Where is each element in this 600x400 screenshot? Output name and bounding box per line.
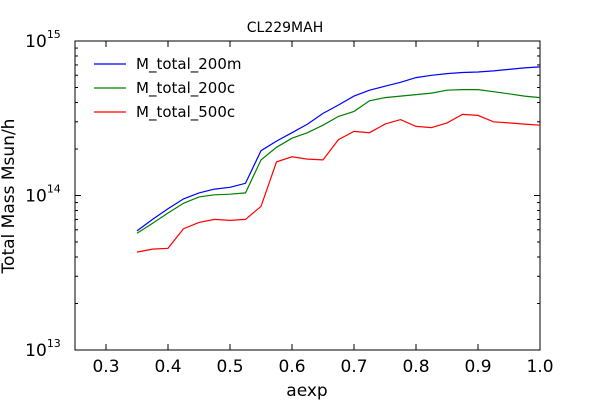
x-tick-label: 0.4 [154, 357, 181, 377]
plot-frame [74, 40, 541, 351]
y-tick-label: 1014 [25, 183, 61, 207]
series-line-M_total_500c [136, 113, 541, 253]
legend-label: M_total_200m [136, 55, 241, 74]
legend: M_total_200m M_total_200c M_total_500c [94, 55, 241, 122]
legend-label: M_total_200c [136, 79, 235, 98]
y-axis-label: Total Mass Msun/h [0, 119, 19, 275]
y-tick-label: 1015 [25, 28, 61, 52]
x-tick-label: 1.0 [526, 357, 553, 377]
x-tick-label: 0.8 [402, 357, 429, 377]
y-tick-label: 1013 [25, 337, 61, 361]
x-tick-label: 0.5 [216, 357, 243, 377]
plot-marks [136, 66, 541, 253]
axis-ticks [75, 40, 541, 351]
series-line-M_total_200c [136, 88, 541, 234]
x-tick-label: 0.7 [340, 357, 367, 377]
x-tick-label: 0.9 [464, 357, 491, 377]
legend-label: M_total_500c [136, 103, 235, 122]
chart-title: CL229MAH [247, 20, 323, 36]
x-tick-label: 0.6 [278, 357, 305, 377]
x-tick-label: 0.3 [92, 357, 119, 377]
tick-labels: 0.3 0.4 0.5 0.6 0.7 0.8 0.9 1.0 1013 1014 1015 [25, 28, 553, 377]
x-axis-label: aexp [286, 381, 327, 400]
series-line-M_total_200m [136, 66, 541, 232]
